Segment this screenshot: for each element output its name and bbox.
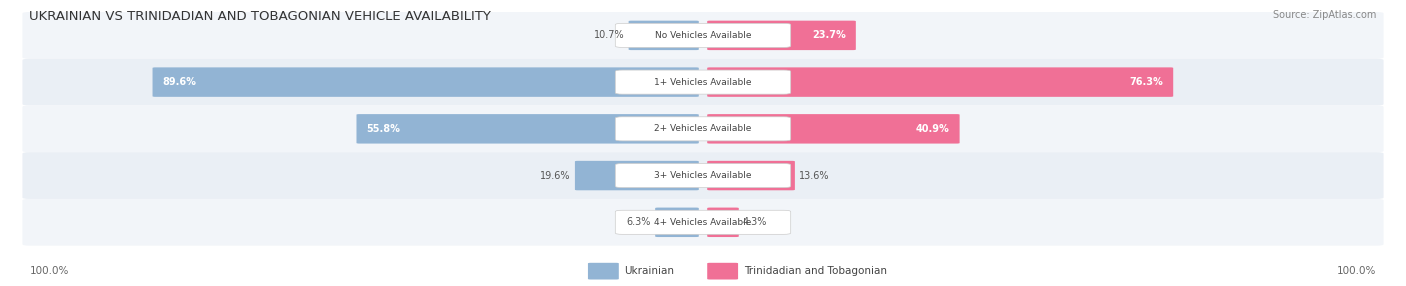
Text: Source: ZipAtlas.com: Source: ZipAtlas.com	[1274, 10, 1376, 20]
FancyBboxPatch shape	[655, 208, 699, 237]
Text: 40.9%: 40.9%	[917, 124, 950, 134]
FancyBboxPatch shape	[575, 161, 699, 190]
FancyBboxPatch shape	[616, 117, 790, 141]
Text: 6.3%: 6.3%	[627, 217, 651, 227]
FancyBboxPatch shape	[628, 21, 699, 50]
FancyBboxPatch shape	[616, 70, 790, 94]
Text: 2+ Vehicles Available: 2+ Vehicles Available	[654, 124, 752, 133]
FancyBboxPatch shape	[707, 161, 794, 190]
Text: 76.3%: 76.3%	[1129, 77, 1163, 87]
FancyBboxPatch shape	[22, 12, 1384, 59]
Text: 89.6%: 89.6%	[162, 77, 197, 87]
FancyBboxPatch shape	[707, 67, 1173, 97]
FancyBboxPatch shape	[152, 67, 699, 97]
Text: 100.0%: 100.0%	[1337, 266, 1376, 276]
FancyBboxPatch shape	[22, 106, 1384, 152]
FancyBboxPatch shape	[616, 164, 790, 188]
FancyBboxPatch shape	[22, 59, 1384, 106]
FancyBboxPatch shape	[22, 152, 1384, 199]
Text: 1+ Vehicles Available: 1+ Vehicles Available	[654, 78, 752, 87]
FancyBboxPatch shape	[707, 21, 856, 50]
Text: 10.7%: 10.7%	[593, 30, 624, 40]
FancyBboxPatch shape	[22, 199, 1384, 246]
FancyBboxPatch shape	[616, 23, 790, 47]
Text: Trinidadian and Tobagonian: Trinidadian and Tobagonian	[744, 266, 887, 276]
FancyBboxPatch shape	[616, 210, 790, 234]
Text: 4+ Vehicles Available: 4+ Vehicles Available	[654, 218, 752, 227]
FancyBboxPatch shape	[707, 263, 738, 279]
Text: 100.0%: 100.0%	[30, 266, 69, 276]
Text: 4.3%: 4.3%	[742, 217, 768, 227]
Text: 55.8%: 55.8%	[367, 124, 401, 134]
FancyBboxPatch shape	[588, 263, 619, 279]
Text: UKRAINIAN VS TRINIDADIAN AND TOBAGONIAN VEHICLE AVAILABILITY: UKRAINIAN VS TRINIDADIAN AND TOBAGONIAN …	[30, 10, 491, 23]
Text: 19.6%: 19.6%	[540, 170, 571, 180]
FancyBboxPatch shape	[707, 208, 738, 237]
Text: 3+ Vehicles Available: 3+ Vehicles Available	[654, 171, 752, 180]
FancyBboxPatch shape	[357, 114, 699, 144]
Text: 13.6%: 13.6%	[799, 170, 830, 180]
Text: 23.7%: 23.7%	[813, 30, 846, 40]
Text: Ukrainian: Ukrainian	[624, 266, 675, 276]
Text: No Vehicles Available: No Vehicles Available	[655, 31, 751, 40]
FancyBboxPatch shape	[707, 114, 960, 144]
